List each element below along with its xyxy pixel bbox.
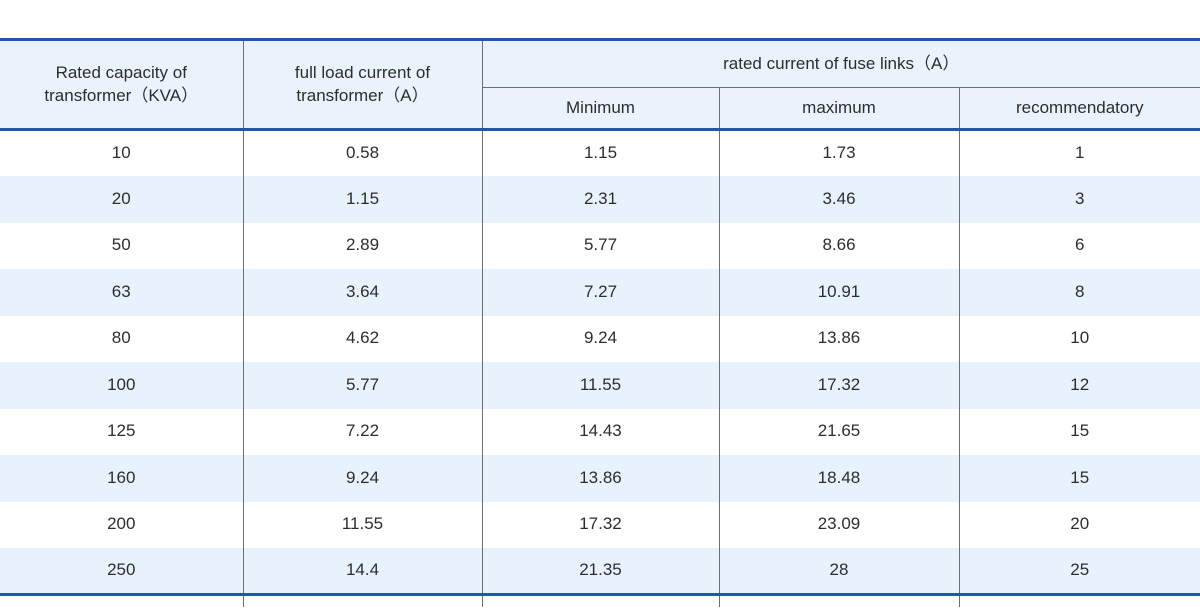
cell-recommendatory: 15 (958, 455, 1200, 502)
cell-maximum: 3.46 (718, 176, 959, 223)
table-row: 100 5.77 11.55 17.32 12 (0, 362, 1200, 409)
cell-maximum: 21.65 (718, 408, 959, 455)
cell-capacity: 20 (111, 188, 131, 208)
header-full-load-current: full load current of transformer（A） (242, 38, 482, 131)
cell-minimum: 1.15 (481, 129, 719, 176)
cell-maximum: 13.86 (718, 315, 959, 362)
cell-full-load: 1.15 (242, 176, 482, 223)
cell-full-load: 0.58 (242, 129, 482, 176)
cell-capacity: 125 (107, 421, 136, 441)
header-fuse-links-group: rated current of fuse links（A） (481, 38, 1200, 88)
cell-full-load: 7.22 (242, 408, 482, 455)
cell-capacity: 63 (111, 281, 131, 301)
cell-maximum: 28 (718, 548, 959, 596)
fuse-link-rating-table: Rated capacity of transformer（KVA） full … (0, 38, 1200, 607)
header-row-sub: Minimum maximum recommendatory (0, 87, 1200, 131)
cell-recommendatory: 6 (958, 222, 1200, 269)
cell-capacity: 80 (111, 328, 131, 348)
table-row: 50 2.89 5.77 8.66 6 (0, 222, 1200, 269)
cell-recommendatory: 25 (958, 548, 1200, 596)
cell-full-load: 11.55 (242, 501, 482, 548)
cell-recommendatory: 8 (958, 269, 1200, 316)
cell-capacity: 100 (107, 374, 136, 394)
table-row-clipped (0, 594, 1200, 607)
cell-recommendatory: 15 (958, 408, 1200, 455)
cell-capacity: 200 (107, 514, 136, 534)
table-row: 160 9.24 13.86 18.48 15 (0, 455, 1200, 502)
table-row: 125 7.22 14.43 21.65 15 (0, 408, 1200, 455)
table-row: 10 0.58 1.15 1.73 1 (0, 129, 1200, 176)
cell-maximum: 10.91 (718, 269, 959, 316)
cell-recommendatory: 20 (958, 501, 1200, 548)
cell-minimum: 11.55 (481, 362, 719, 409)
cell-minimum: 13.86 (481, 455, 719, 502)
table-row: 80 4.62 9.24 13.86 10 (0, 315, 1200, 362)
cell-maximum: 1.73 (718, 129, 959, 176)
cell-minimum: 2.31 (481, 176, 719, 223)
cell-minimum: 14.43 (481, 408, 719, 455)
cell-minimum: 5.77 (481, 222, 719, 269)
header-minimum: Minimum (481, 87, 719, 131)
cell-recommendatory: 3 (958, 176, 1200, 223)
cell-recommendatory: 12 (958, 362, 1200, 409)
cell-full-load: 4.62 (242, 315, 482, 362)
cell-full-load: 9.24 (242, 455, 482, 502)
cell-full-load: 14.4 (242, 548, 482, 596)
cell-capacity: 250 (0, 548, 243, 596)
header-rated-capacity: Rated capacity of transformer（KVA） (0, 38, 243, 131)
cell-minimum: 21.35 (481, 548, 719, 596)
cell-minimum: 17.32 (481, 501, 719, 548)
cell-minimum: 7.27 (481, 269, 719, 316)
cell-full-load: 2.89 (242, 222, 482, 269)
table-row: 20 1.15 2.31 3.46 3 (0, 176, 1200, 223)
cell-full-load: 3.64 (242, 269, 482, 316)
header-row-group: Rated capacity of transformer（KVA） full … (0, 38, 1200, 131)
cell-minimum: 9.24 (481, 315, 719, 362)
cell-maximum: 8.66 (718, 222, 959, 269)
cell-recommendatory: 1 (958, 129, 1200, 176)
cell-full-load: 5.77 (242, 362, 482, 409)
header-maximum: maximum (718, 87, 959, 131)
cell-capacity: 10 (111, 143, 131, 163)
table-row: 63 3.64 7.27 10.91 8 (0, 269, 1200, 316)
header-recommendatory: recommendatory (958, 87, 1200, 131)
cell-recommendatory: 10 (958, 315, 1200, 362)
cell-capacity: 50 (111, 235, 131, 255)
table-row: 200 11.55 17.32 23.09 20 (0, 501, 1200, 548)
cell-maximum: 23.09 (718, 501, 959, 548)
cell-maximum: 17.32 (718, 362, 959, 409)
cell-maximum: 18.48 (718, 455, 959, 502)
cell-capacity: 160 (107, 467, 136, 487)
table-row: 250 14.4 21.35 28 25 (0, 548, 1200, 596)
